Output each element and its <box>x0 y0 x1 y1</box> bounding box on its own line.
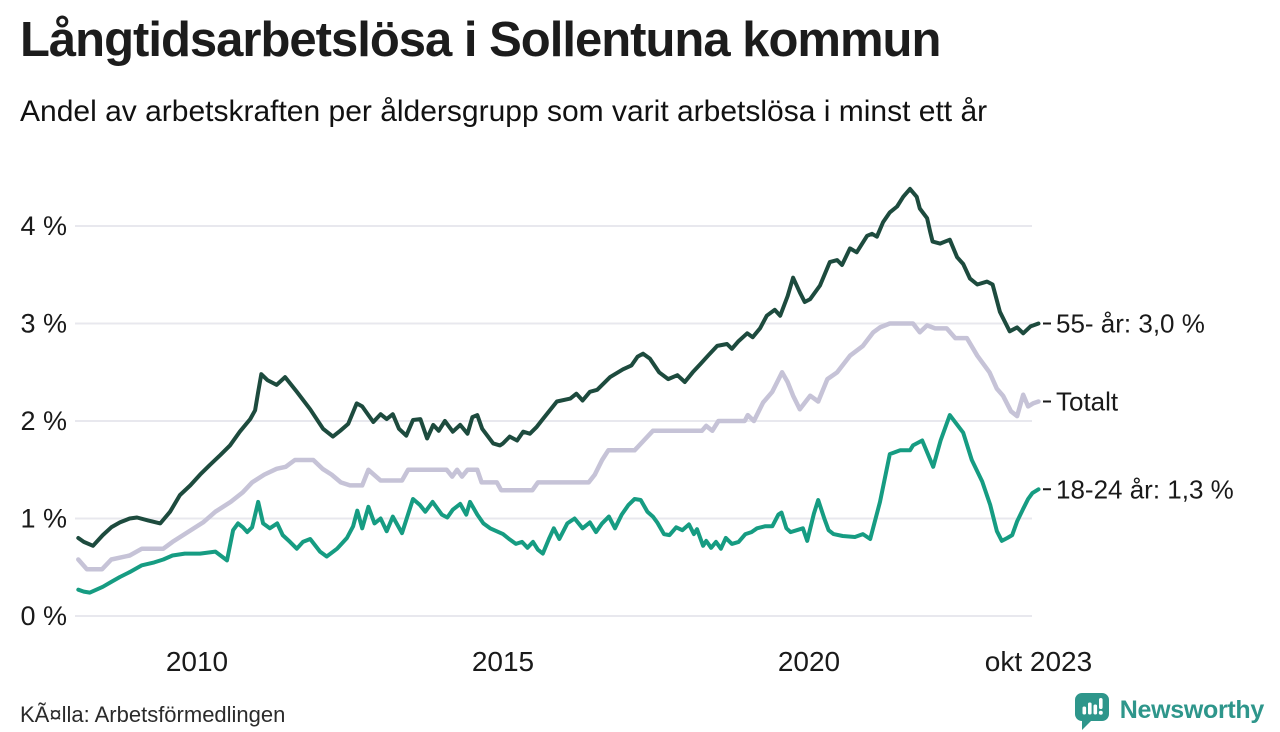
series-line-totalt <box>76 321 1041 572</box>
x-tick-label: 2010 <box>166 646 228 677</box>
x-tick-label: 2015 <box>472 646 534 677</box>
source-note: KÃ¤lla: Arbetsförmedlingen <box>20 702 286 727</box>
newsworthy-logo-icon <box>1074 693 1109 730</box>
y-tick-label: 3 % <box>20 309 67 339</box>
y-tick-label: 4 % <box>20 211 67 241</box>
series-end-label: 18-24 år: 1,3 % <box>1056 474 1234 504</box>
y-tick-label: 0 % <box>20 601 67 631</box>
page-title: Långtidsarbetslösa i Sollentuna kommun <box>20 13 941 67</box>
y-tick-label: 2 % <box>20 406 67 436</box>
bar-chart-icon <box>1082 698 1103 715</box>
speech-bubble-shape <box>1074 693 1109 730</box>
x-tick-label: okt 2023 <box>985 646 1092 677</box>
series-end-label: 55- år: 3,0 % <box>1056 309 1205 339</box>
series-line-55 <box>76 186 1041 548</box>
y-tick-label: 1 % <box>20 504 67 534</box>
series-line-18-24 <box>76 413 1041 595</box>
newsworthy-logo-text: Newsworthy <box>1119 696 1265 724</box>
series-end-label: Totalt <box>1056 387 1119 417</box>
x-tick-label: 2020 <box>778 646 840 677</box>
page-subtitle: Andel av arbetskraften per åldersgrupp s… <box>20 95 988 129</box>
newsworthy-logo: Newsworthy <box>1071 690 1264 731</box>
